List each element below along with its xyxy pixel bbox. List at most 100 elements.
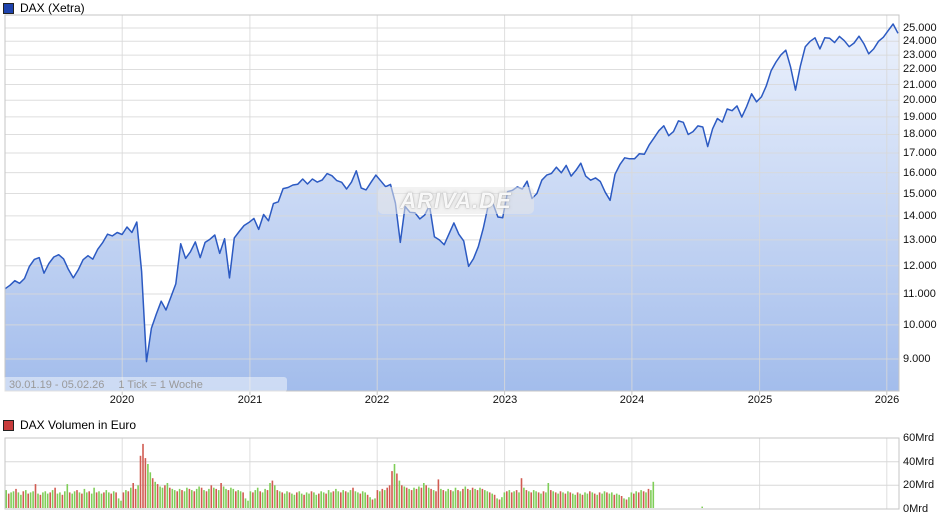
volume-bar [481,488,484,508]
volume-bar [601,493,603,508]
volume-bar [528,491,530,509]
volume-bar [427,487,430,508]
x-axis-year-label: 2023 [492,394,518,406]
volume-bar [628,497,630,508]
x-axis-year-label: 2021 [237,394,263,406]
price-y-tick-label: 23.000 [903,49,937,61]
volume-bar [108,492,110,508]
volume-bar [46,493,49,508]
volume-bar [647,488,650,508]
volume-bar [469,490,471,508]
volume-bar [161,487,164,508]
volume-bar [442,490,445,508]
volume-bar [340,492,342,508]
volume-bar [147,464,149,508]
volume-bar [322,492,325,508]
volume-bar [169,487,171,508]
date-range-text: 30.01.19 - 05.02.26 [9,378,105,391]
volume-bar [242,492,244,508]
volume-bar [313,492,315,508]
volume-bar [308,493,310,508]
price-y-tick-label: 13.000 [903,234,937,246]
volume-bar [137,485,139,508]
volume-bar [386,487,388,508]
volume-bar [530,492,532,508]
volume-bar [452,491,454,509]
volume-bar [232,488,235,508]
price-area [5,24,899,391]
volume-bar [471,487,474,508]
volume-bar [261,492,264,508]
volume-bar [281,492,283,508]
volume-bar [88,491,90,509]
volume-bar [166,483,169,508]
volume-bar [134,488,137,508]
volume-bar [237,490,239,508]
volume-bar [613,494,616,508]
volume-bar [606,492,608,508]
price-y-tick-label: 9.000 [903,353,931,365]
volume-bar [640,490,642,508]
volume-bar [10,492,12,508]
x-axis-year-label: 2025 [747,394,773,406]
volume-bar [27,493,29,508]
volume-bar [222,486,225,508]
volume-bar [552,491,554,509]
volume-bar [318,493,320,508]
volume-bar [34,484,37,508]
price-legend: DAX (Xetra) [3,1,85,15]
volume-bar [249,491,252,509]
volume-bar [276,490,279,508]
price-y-tick-label: 18.000 [903,128,937,140]
volume-bar [352,487,354,508]
volume-bar [408,488,410,508]
volume-bar [286,491,288,509]
volume-bar [125,490,127,508]
volume-bar [388,485,391,508]
volume-bar [83,488,86,508]
volume-bar [191,490,193,508]
volume-bar [525,490,528,508]
volume-bar [603,491,606,509]
volume-bar [195,488,198,508]
volume-bar [66,484,69,508]
volume-bar [576,492,579,508]
volume-bar [423,483,425,508]
volume-bar [305,492,308,508]
volume-bar [186,487,188,508]
volume-bar [513,491,515,509]
volume-bar [115,492,117,508]
volume-bar [181,490,183,508]
price-y-tick-label: 12.000 [903,260,937,272]
volume-bar [623,498,625,508]
volume-bar [508,490,511,508]
volume-bar [49,492,51,508]
volume-bar [42,492,44,508]
tick-interval-text: 1 Tick = 1 Woche [118,378,203,391]
volume-bar [332,491,335,509]
volume-bar [183,491,186,509]
volume-bar [7,493,10,508]
volume-bar [142,443,144,508]
volume-y-tick-label: 60Mrd [903,432,935,444]
volume-bar [537,492,540,508]
volume-bar [620,496,623,508]
volume-bar [557,493,559,508]
volume-bar [398,480,401,508]
volume-bar [550,490,552,508]
volume-bar [476,490,479,508]
volume-bar [369,497,371,508]
volume-bar [383,490,386,508]
price-legend-marker-icon [3,2,14,14]
volume-bar [120,500,122,508]
volume-bar [37,493,39,508]
volume-bar [635,491,637,509]
volume-bar [51,490,54,508]
volume-bar [56,493,59,508]
volume-bar [425,485,427,508]
volume-bar [591,492,594,508]
volume-bar [130,487,132,508]
volume-bar [32,491,34,509]
volume-bar [498,499,501,508]
volume-bar [59,492,61,508]
